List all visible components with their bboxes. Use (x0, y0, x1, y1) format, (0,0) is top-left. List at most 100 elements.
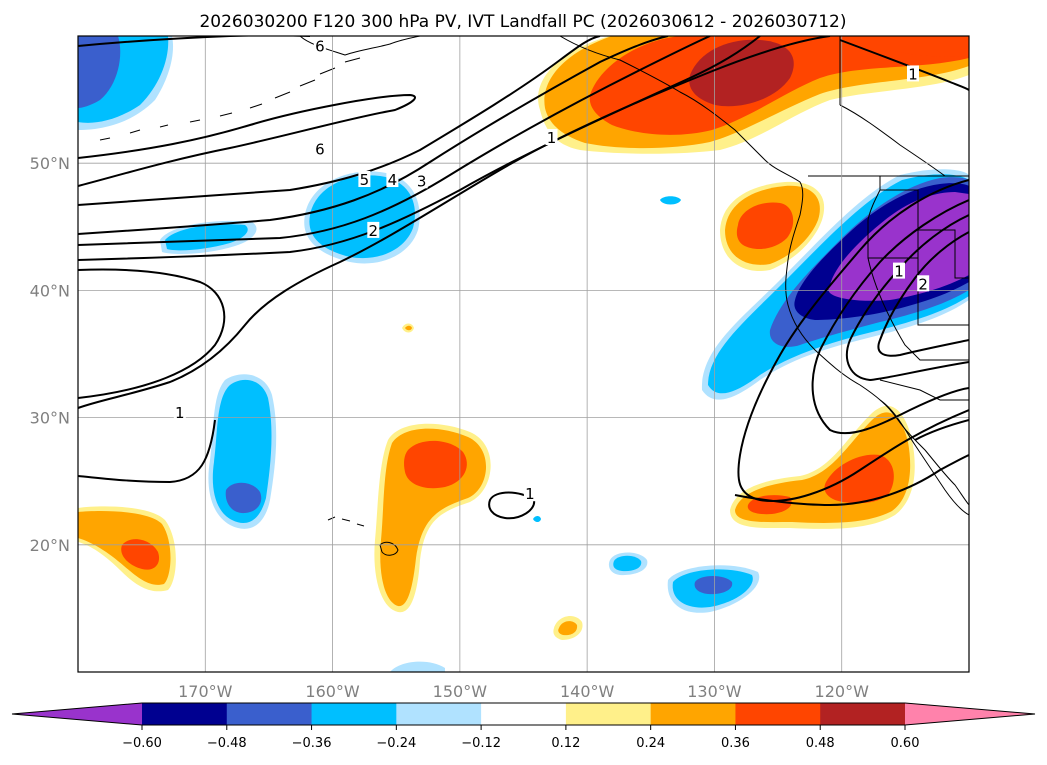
anomaly-region-small-orange-a (405, 325, 412, 331)
ivt-shading (78, 36, 969, 672)
map-background (78, 36, 969, 672)
anomaly-region-oregon-red (736, 202, 794, 250)
anomaly-region-small-blue-e (660, 196, 681, 205)
anomaly-region-central-blue (309, 175, 415, 259)
anomaly-region-westcentral-blue-mid (225, 482, 262, 514)
pv-contour-3-trough (845, 214, 969, 382)
coastline-aleutians (99, 57, 361, 141)
contour-label-bg (386, 171, 399, 188)
coastline-alaska-panhandle (559, 36, 969, 506)
colorbar-segment (142, 703, 228, 725)
anomaly-region-west-blue (165, 224, 248, 251)
pv-contour-1-trough (737, 179, 969, 502)
y-tick-label: 40°N (30, 281, 70, 300)
x-tick-label: 140°W (560, 682, 615, 701)
pv-contour-2 (78, 36, 761, 261)
anomaly-region-small-blue-b-inner (613, 555, 642, 572)
x-tick-label: 150°W (433, 682, 488, 701)
colorbar: −0.60 −0.48 −0.36 −0.24 −0.12 0.12 0.24 0.36 0.4… (11, 702, 1036, 751)
pv-contour-subtrop (734, 454, 969, 507)
colorbar-segment (565, 703, 652, 725)
anomaly-region-westcentral-blue (212, 379, 272, 524)
contour-label: 6 (315, 37, 325, 55)
anomaly-region-small-blue-f (533, 516, 541, 522)
pv-contour-2-trough (811, 199, 969, 435)
pv-contour-1-west (78, 268, 226, 399)
pv-contour-3 (78, 36, 711, 246)
colorbar-tick-label: 0.36 (721, 736, 750, 751)
colorbar-tick-label: 0.60 (891, 736, 920, 751)
colorbar-extend-min (12, 703, 142, 725)
colorbar-tick-label: −0.48 (207, 736, 247, 751)
anomaly-region-south-blue-mid (694, 576, 733, 595)
contour-label: 1 (175, 404, 185, 422)
coastline-hawaii (327, 516, 399, 556)
colorbar-segment (396, 703, 482, 725)
colorbar-extend-max (905, 703, 1035, 725)
colorbar-segment (650, 703, 736, 725)
colorbar-tick-label: −0.36 (292, 736, 332, 751)
contour-label: 2 (369, 222, 379, 240)
colorbar-segment (735, 703, 821, 725)
pv-contour-1-main (78, 36, 831, 409)
contour-label: 6 (315, 140, 325, 158)
contour-label-bg (906, 65, 919, 82)
colorbar-segment (820, 703, 906, 725)
contour-label: 3 (417, 172, 427, 190)
y-tick-labels: 20°N 30°N 40°N 50°N (30, 154, 70, 555)
contour-label-bg (545, 129, 558, 146)
contour-label-bg (173, 403, 186, 420)
contour-label-bg (313, 140, 326, 157)
boundary-bc-alberta (839, 104, 946, 177)
colorbar-tick-label: 0.48 (806, 736, 835, 751)
colorbar-segment (481, 703, 567, 725)
contour-label-bg (313, 37, 326, 54)
anomaly-region-small-orange-c (558, 621, 578, 636)
contour-label: 1 (525, 485, 535, 503)
y-tick-label: 30°N (30, 409, 70, 428)
colorbar-tick-label: 0.12 (551, 736, 580, 751)
map-frame (77, 35, 970, 673)
contour-label-bg (358, 171, 371, 188)
y-tick-label: 50°N (30, 154, 70, 173)
chart-title: 2026030200 F120 300 hPa PV, IVT Landfall… (199, 12, 846, 32)
anomaly-region-nw-blue-mid (78, 36, 121, 108)
pv-contour-5 (78, 36, 601, 206)
contour-label: 1 (547, 129, 557, 147)
contour-label: 1 (894, 263, 904, 281)
colorbar-segment (226, 703, 313, 725)
x-tick-label: 120°W (815, 682, 870, 701)
colorbar-segment (311, 703, 397, 725)
anomaly-region-small-blue-d (390, 661, 445, 672)
anomaly-region-hawaii-red (404, 440, 467, 489)
pv-contours (78, 36, 969, 520)
x-tick-labels: 170°W 160°W 150°W 140°W 130°W 120°W (178, 682, 869, 701)
x-tick-label: 160°W (305, 682, 360, 701)
coastline-baja (879, 399, 969, 516)
contour-label: 4 (388, 171, 398, 189)
pv-contour-6-south (78, 93, 416, 187)
colorbar-tick-label: −0.12 (461, 736, 501, 751)
colorbar-tick-label: 0.24 (636, 736, 665, 751)
y-tick-label: 20°N (30, 536, 70, 555)
contour-label: 2 (918, 275, 928, 293)
pv-contour-1-ring (488, 491, 536, 520)
contour-label-bg (917, 275, 930, 292)
pv-contour-subtrop-b (914, 419, 969, 441)
anomaly-region-topright-red (890, 36, 969, 57)
contour-label-bg (892, 262, 905, 279)
x-tick-label: 130°W (687, 682, 742, 701)
contour-label-bg (367, 221, 380, 238)
pv-contour-1-west-b (78, 419, 216, 484)
pv-contour-1-ne (839, 39, 969, 91)
pv-contour-4-trough (877, 231, 969, 357)
contour-label-bg (523, 485, 536, 502)
contour-label-bg (415, 172, 428, 189)
contour-label: 1 (908, 65, 918, 83)
contour-label: 5 (360, 171, 370, 189)
colorbar-tick-label: −0.60 (122, 736, 162, 751)
anomaly-region-sw-red (121, 539, 160, 570)
